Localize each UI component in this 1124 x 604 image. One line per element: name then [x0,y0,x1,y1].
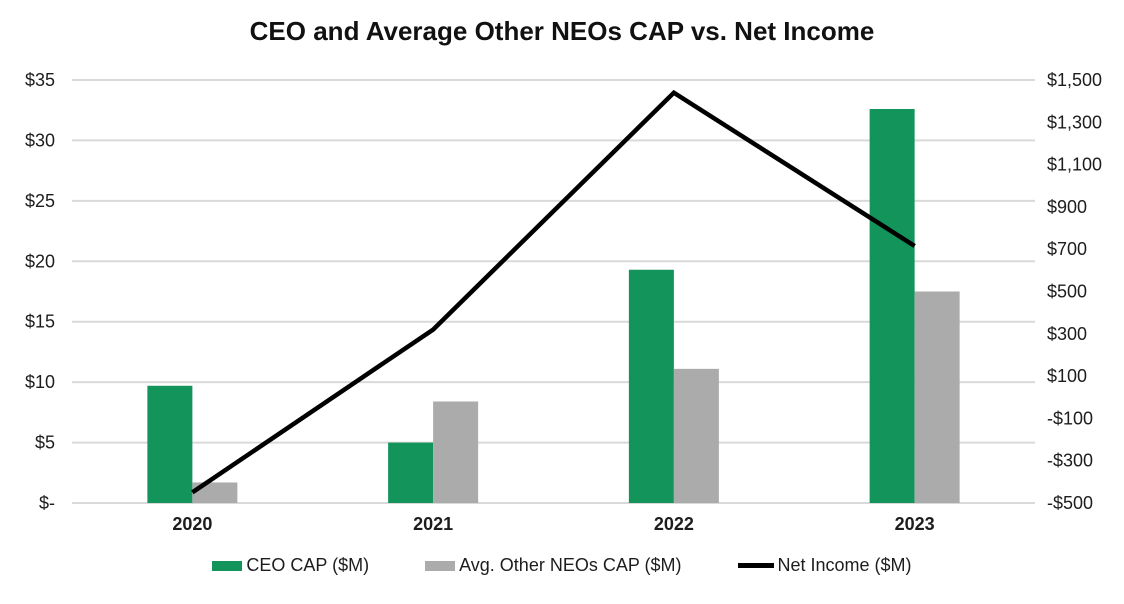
right-axis-tick-label: $700 [1047,239,1087,259]
left-axis-tick-label: $- [39,493,55,513]
avg-other-neos-cap-bar [192,482,238,503]
avg-other-neos-cap-bar [433,401,479,503]
legend-label-avg-other-neos-cap: Avg. Other NEOs CAP ($M) [459,555,682,575]
right-axis-tick-label: -$300 [1047,451,1093,471]
legend-label-net-income: Net Income ($M) [777,555,912,575]
left-axis-tick-label: $10 [25,372,55,392]
ceo-cap-bar [628,269,674,503]
right-axis-tick-label: -$100 [1047,408,1093,428]
ceo-cap-bar [869,109,915,504]
avg-other-neos-cap-bar [673,368,719,503]
ceo-cap-bar [388,442,434,503]
avg-other-neos-cap-bar [914,291,960,503]
ceo-cap-bar [147,385,193,503]
legend-item-ceo-cap: CEO CAP ($M) [212,555,369,576]
right-axis-tick-label: $1,100 [1047,155,1102,175]
legend-label-ceo-cap: CEO CAP ($M) [246,555,370,575]
left-axis-tick-label: $30 [25,130,55,150]
right-axis-tick-label: $1,300 [1047,112,1102,132]
legend-item-avg-other-neos-cap: Avg. Other NEOs CAP ($M) [425,555,682,576]
left-axis-tick-label: $25 [25,191,55,211]
x-axis-category-label: 2020 [172,514,212,534]
chart-title: CEO and Average Other NEOs CAP vs. Net I… [249,16,875,46]
right-axis-tick-label: $1,500 [1047,70,1102,90]
left-axis-tick-label: $35 [25,70,55,90]
chart-legend: CEO CAP ($M) Avg. Other NEOs CAP ($M) Ne… [0,555,1124,576]
x-axis-category-label: 2021 [413,514,453,534]
ceo-cap-swatch [212,560,243,571]
left-axis-tick-label: $5 [35,433,55,453]
right-axis-tick-label: $900 [1047,197,1087,217]
x-axis-category-label: 2022 [654,514,694,534]
x-axis-category-label: 2023 [895,514,935,534]
right-axis-tick-label: $500 [1047,282,1087,302]
left-axis-tick-label: $20 [25,251,55,271]
left-axis-tick-label: $15 [25,312,55,332]
right-axis-tick-label: $100 [1047,366,1087,386]
net-income-line-swatch [737,563,774,568]
right-axis-tick-label: $300 [1047,324,1087,344]
right-axis-tick-label: -$500 [1047,493,1093,513]
net-income-line [191,89,916,495]
avg-other-neos-cap-swatch [425,560,456,571]
legend-item-net-income: Net Income ($M) [737,555,912,576]
